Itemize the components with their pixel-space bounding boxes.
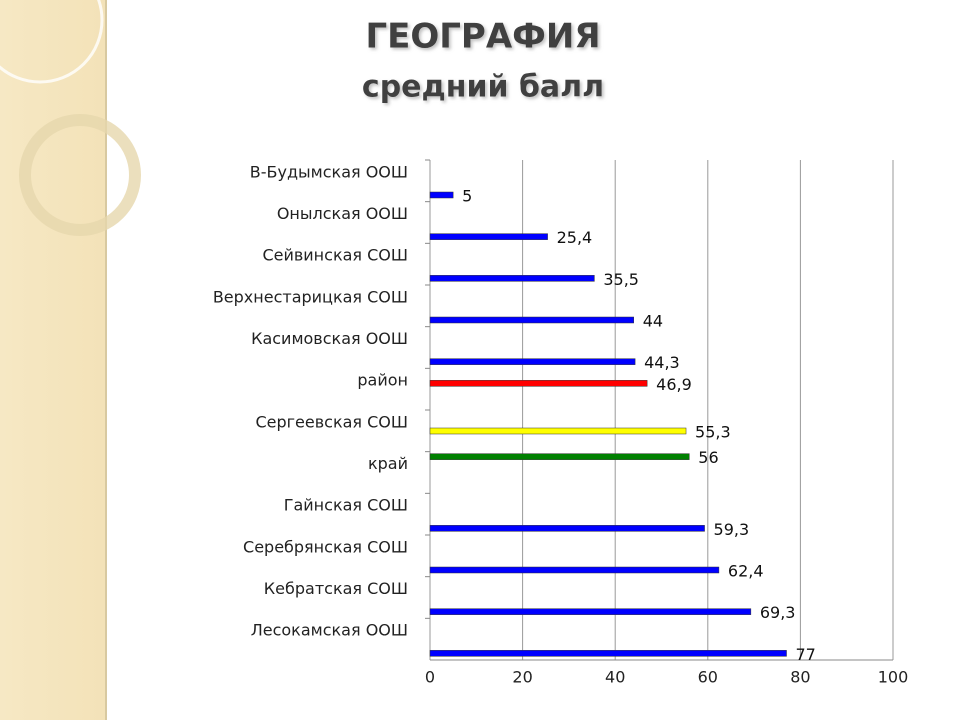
bar [429,358,636,365]
data-label: 35,5 [603,270,639,289]
bar [429,566,720,574]
y-tick-label: Лесокамская ООШ [251,621,408,640]
y-tick-label: Сейвинская СОШ [262,246,408,265]
data-label: 44,3 [644,353,680,372]
side-panel [0,0,106,720]
y-tick-label: Кебратская СОШ [264,579,408,598]
data-label: 69,3 [760,603,796,622]
chart-subtitle: средний балл [362,70,604,105]
bar [429,427,687,435]
y-tick-label: Верхнестарицкая СОШ [213,287,408,306]
y-tick-label: Касимовская ООШ [251,329,408,348]
data-label: 56 [698,448,718,467]
x-tick-label: 100 [878,668,909,687]
bar [429,453,690,460]
bar [429,608,752,615]
data-label: 62,4 [728,562,764,581]
x-tick-label: 40 [605,668,625,687]
bar [429,233,548,240]
y-tick-label: Онылская ООШ [277,204,408,223]
y-tick-label: Гайнская СОШ [284,496,408,515]
y-tick-label: Сергеевская СОШ [255,412,408,431]
bar [429,316,634,324]
y-tick-label: Серебрянская СОШ [243,537,408,556]
x-tick-label: 0 [425,668,435,687]
bar [429,650,787,657]
y-tick-label: В-Будымская ООШ [250,162,408,181]
data-label: 55,3 [695,423,731,442]
chart-title: ГЕОГРАФИЯ [365,17,600,57]
bar [429,191,454,199]
y-tick-label: край [368,454,408,473]
data-label: 44 [643,312,663,331]
data-label: 59,3 [714,520,750,539]
data-label: 25,4 [557,228,593,247]
bar [429,525,705,532]
x-tick-label: 80 [790,668,810,687]
data-label: 46,9 [656,375,692,394]
bar [429,275,595,282]
x-tick-label: 20 [512,668,532,687]
data-label: 5 [462,187,472,206]
bar [429,380,648,387]
decor-circle [0,0,104,84]
x-tick-label: 60 [698,668,718,687]
y-tick-label: район [357,371,408,390]
decor-circle [19,114,141,236]
data-label: 77 [796,645,816,664]
